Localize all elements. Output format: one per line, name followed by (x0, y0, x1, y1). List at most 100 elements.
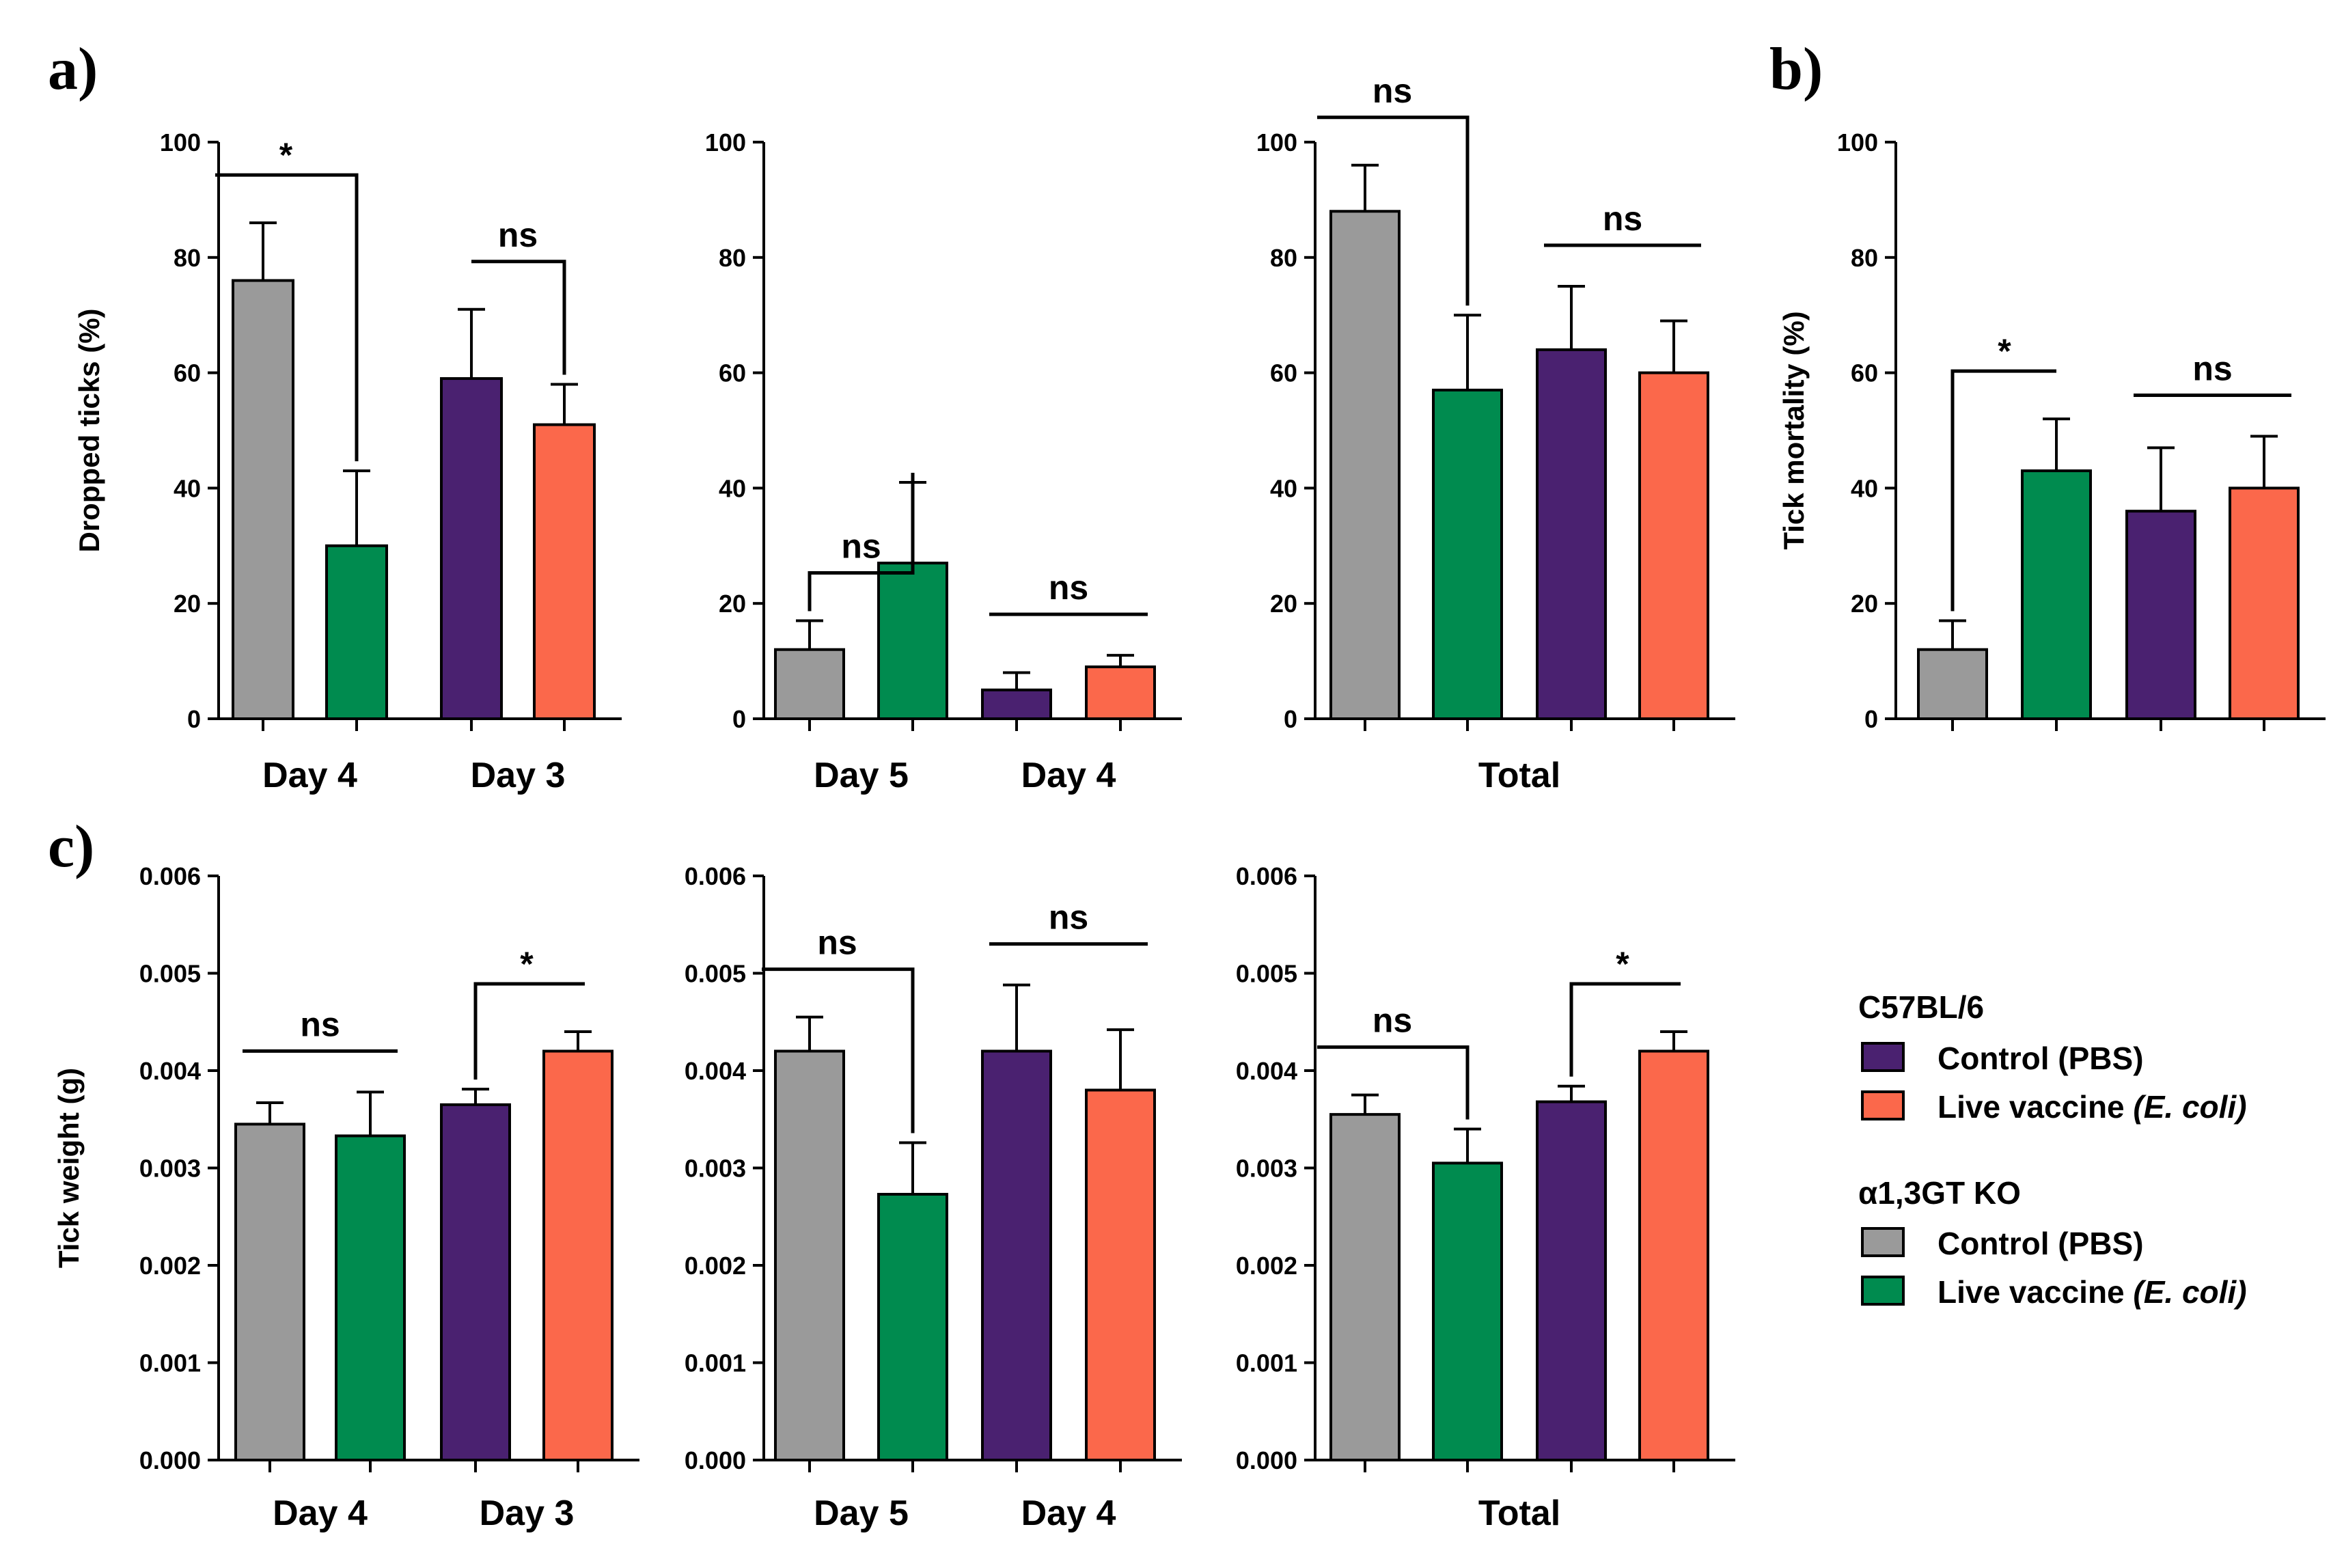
bar-b6-control (2125, 510, 2196, 720)
bar-b6-control (981, 688, 1052, 720)
chart-c3: 0.000 0.001 0.002 0.003 0.004 0.005 0.006 ns * To… (1236, 862, 1735, 1533)
significance-bracket (473, 982, 585, 1080)
bar-b6-control (440, 377, 503, 720)
legend-group2-title: α1,3GT KO (1858, 1175, 2021, 1211)
y-tick-label: 0.005 (1236, 960, 1297, 988)
panel-label-b: b) (1769, 36, 1823, 102)
bar-ko-vaccine (877, 1192, 948, 1461)
y-tick-label: 0 (732, 705, 746, 733)
significance-label: ns (2192, 349, 2232, 387)
y-tick-label: 0.000 (685, 1446, 746, 1474)
bar-ko-control (1329, 1113, 1401, 1461)
y-tick-label: 0.005 (139, 960, 201, 988)
significance-label: ns (841, 527, 881, 566)
bar-ko-vaccine (877, 562, 948, 720)
y-axis-title: Tick mortality (%) (1778, 311, 1810, 549)
y-tick-label: 0.004 (685, 1057, 746, 1085)
bar-ko-control (232, 279, 294, 720)
bar-ko-control (774, 648, 845, 720)
y-tick-label: 0.003 (1236, 1155, 1297, 1183)
y-tick-label: 0.006 (139, 862, 201, 890)
y-tick-label: 0.001 (685, 1349, 746, 1377)
category-label: Total (1478, 756, 1560, 795)
chart-b: 0 20 40 60 80 100 Tick mortality (%) * ns (1778, 128, 2326, 733)
significance-label: ns (498, 216, 538, 254)
significance-label: ns (817, 924, 857, 962)
bar-b6-vaccine (1085, 665, 1156, 720)
y-tick-label: 0.002 (1236, 1252, 1297, 1280)
y-tick-label: 100 (705, 128, 746, 156)
bar-ko-vaccine (335, 1134, 406, 1461)
legend-item-b6-vaccine: Live vaccine (E. coli) (1938, 1089, 2247, 1125)
bar-b6-control (1536, 1100, 1607, 1461)
y-tick-label: 0.003 (139, 1155, 201, 1183)
significance-label: ns (1049, 568, 1088, 607)
y-tick-label: 100 (1256, 128, 1297, 156)
category-label: Day 4 (1021, 756, 1116, 795)
significance-bracket (1317, 1045, 1470, 1120)
y-tick-label: 0.000 (139, 1446, 201, 1474)
charts-group: 0 20 40 60 80 100 Dropped ticks (%) * ns Day 4 Day… (53, 72, 2326, 1533)
bar-b6-vaccine (2229, 486, 2300, 721)
y-tick-label: 80 (1270, 244, 1297, 272)
significance-bracket (1569, 982, 1681, 1077)
chart-c1: 0.000 0.001 0.002 0.003 0.004 0.005 0.006 Tick … (53, 862, 639, 1533)
legend: C57BL/6 Control (PBS) Live vaccine (E. c… (1858, 989, 2247, 1310)
y-tick-label: 0.001 (1236, 1349, 1297, 1377)
significance-label: ns (1049, 898, 1088, 937)
chart-a2: 0 20 40 60 80 100 ns ns Day 5 Day 4 (705, 128, 1182, 795)
bar-b6-vaccine (542, 1049, 613, 1461)
category-label: Day 3 (480, 1494, 575, 1533)
bar-ko-control (774, 1049, 845, 1461)
significance-label: * (520, 945, 534, 983)
bar-ko-control (234, 1123, 305, 1461)
legend-swatch-b6-vaccine (1861, 1090, 1905, 1120)
y-tick-label: 20 (719, 590, 746, 618)
y-tick-label: 0 (1284, 705, 1297, 733)
significance-label: ns (1373, 72, 1412, 110)
y-tick-label: 0.002 (685, 1252, 746, 1280)
y-axis-title: Tick weight (g) (53, 1068, 85, 1268)
bar-ko-vaccine (1432, 1161, 1503, 1461)
significance-bracket (808, 472, 915, 611)
significance-bracket (471, 260, 566, 375)
bar-ko-vaccine (325, 544, 388, 720)
y-tick-label: 40 (1851, 474, 1878, 502)
y-tick-label: 60 (1270, 359, 1297, 387)
y-tick-label: 20 (174, 590, 201, 618)
bar-b6-control (981, 1049, 1052, 1461)
category-label: Day 4 (273, 1494, 368, 1533)
legend-item-ko-vaccine: Live vaccine (E. coli) (1938, 1274, 2247, 1310)
bar-ko-control (1917, 648, 1988, 720)
y-tick-label: 80 (1851, 244, 1878, 272)
significance-label: ns (1373, 1002, 1412, 1040)
category-label: Day 4 (262, 756, 357, 795)
legend-item-ko-control: Control (PBS) (1938, 1226, 2144, 1261)
y-tick-label: 20 (1851, 590, 1878, 618)
significance-bracket (1950, 369, 2056, 611)
category-label: Day 5 (814, 756, 909, 795)
y-tick-label: 0 (187, 705, 201, 733)
legend-group1-title: C57BL/6 (1858, 989, 1984, 1025)
y-tick-label: 60 (1851, 359, 1878, 387)
legend-swatch-ko-control (1861, 1227, 1905, 1257)
significance-label: ns (300, 1005, 340, 1043)
category-label: Total (1478, 1494, 1560, 1533)
panel-label-c: c) (48, 814, 94, 880)
y-tick-label: 80 (174, 244, 201, 272)
panel-label-a: a) (48, 36, 98, 102)
significance-bracket (762, 967, 915, 1133)
bar-b6-control (440, 1103, 511, 1461)
chart-c2: 0.000 0.001 0.002 0.003 0.004 0.005 0.006 ns ns D… (685, 862, 1182, 1533)
y-tick-label: 60 (719, 359, 746, 387)
y-tick-label: 40 (174, 474, 201, 502)
y-tick-label: 60 (174, 359, 201, 387)
chart-a1: 0 20 40 60 80 100 Dropped ticks (%) * ns Day 4 Day… (73, 128, 622, 795)
significance-label: * (1616, 945, 1629, 983)
y-tick-label: 100 (160, 128, 201, 156)
bar-b6-control (1536, 348, 1607, 720)
bar-ko-vaccine (1432, 388, 1503, 720)
y-tick-label: 80 (719, 244, 746, 272)
y-tick-label: 40 (719, 474, 746, 502)
